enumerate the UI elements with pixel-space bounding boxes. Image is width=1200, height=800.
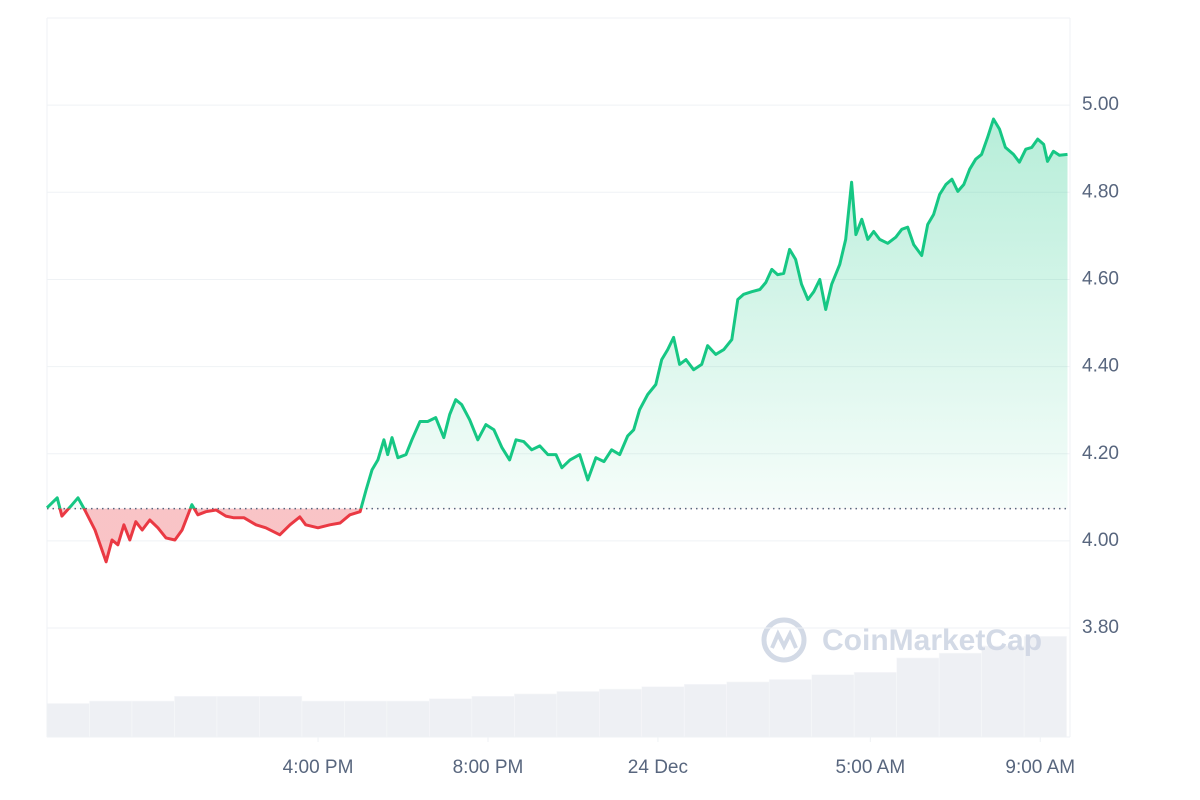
volume-bar	[726, 681, 770, 738]
volume-bar	[46, 703, 90, 738]
watermark-logo	[761, 617, 807, 663]
volume-bar	[429, 698, 473, 738]
watermark-text: CoinMarketCap	[822, 624, 1042, 657]
volume-bar	[471, 695, 515, 738]
watermark-logo-m	[770, 629, 798, 651]
volume-bar	[131, 700, 175, 738]
watermark: CoinMarketCap	[761, 617, 1042, 663]
volume-bar	[981, 645, 1025, 738]
price-area	[47, 119, 1068, 562]
volume-bar	[853, 671, 897, 738]
volume-layer	[46, 636, 1067, 738]
volume-bar	[216, 695, 260, 738]
x-tick-label: 4:00 PM	[283, 757, 354, 778]
y-tick-label: 4.60	[1082, 268, 1119, 289]
volume-bar	[641, 686, 685, 738]
volume-bar	[896, 657, 940, 738]
volume-bar	[174, 695, 218, 738]
y-tick-label: 3.80	[1082, 617, 1119, 638]
volume-bar	[301, 700, 345, 738]
plot	[45, 117, 1070, 564]
volume-bar	[556, 691, 600, 738]
volume-bar	[514, 693, 558, 738]
volume-bar	[768, 679, 813, 738]
volume-bar	[1023, 636, 1067, 738]
y-tick-label: 4.40	[1082, 356, 1119, 377]
volume-bar	[259, 695, 303, 738]
volume-bar	[344, 700, 388, 738]
volume-bar	[938, 652, 982, 738]
y-tick-label: 4.80	[1082, 181, 1119, 202]
volume-bar	[386, 700, 430, 738]
y-tick-label: 4.20	[1082, 443, 1119, 464]
x-tick-label: 8:00 PM	[453, 757, 524, 778]
price-line	[45, 117, 1068, 564]
grid: 3.80 4.00 4.20 4.40 4.60 4.80 5.00 4:00 PM 8:00 …	[47, 94, 1119, 778]
x-tick-label: 9:00 AM	[1005, 757, 1075, 778]
x-tick-label: 5:00 AM	[835, 757, 905, 778]
y-tick-label: 4.00	[1082, 530, 1119, 551]
y-tick-label: 5.00	[1082, 94, 1119, 115]
volume-bar	[598, 688, 643, 738]
volume-bar	[89, 700, 133, 738]
x-tick-label: 24 Dec	[628, 757, 688, 778]
volume-bar	[811, 674, 855, 738]
volume-bar	[683, 683, 728, 738]
